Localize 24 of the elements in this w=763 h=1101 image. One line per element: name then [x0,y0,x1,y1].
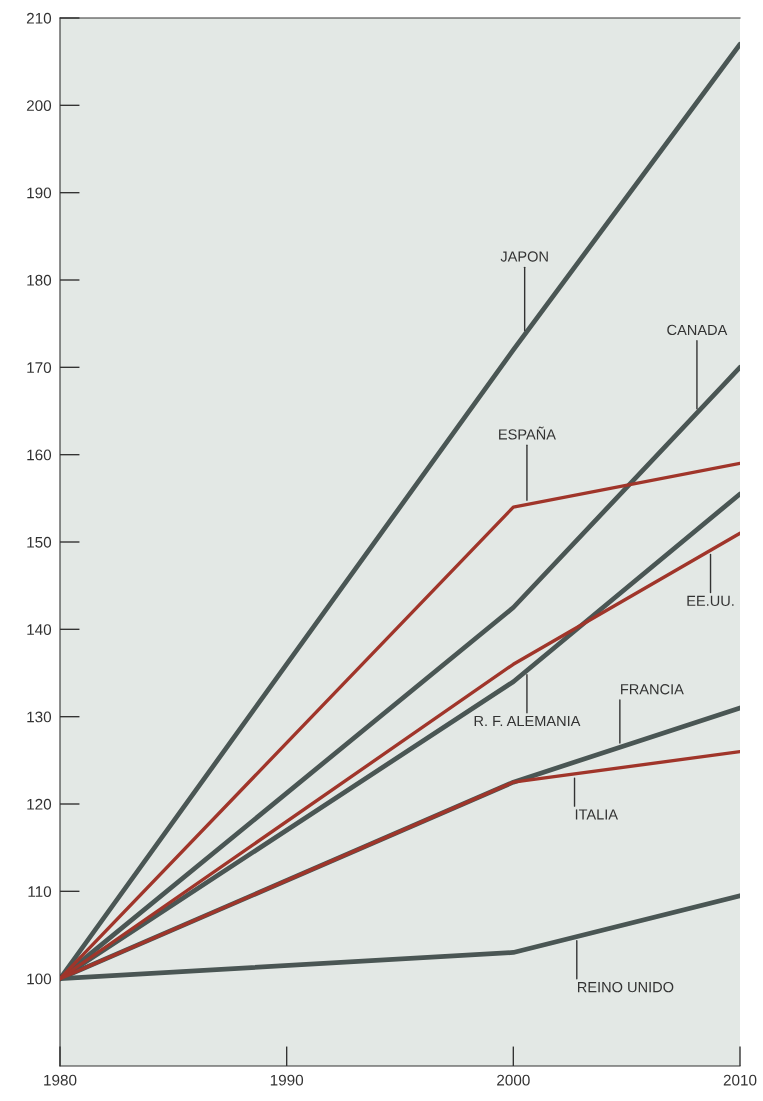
text: REINO UNIDO [578,981,674,993]
x-tick-label: 1990 [270,1074,304,1086]
y-tick-label: 100 [27,973,52,985]
text: ESPAÑA [499,426,556,440]
y-tick-label: 120 [27,798,52,810]
y-tick-label: 210 [26,12,52,24]
series-label: R. F. ALEMANIA [474,716,581,727]
text: FRANCIA [621,684,684,695]
y-tick-label: 190 [27,187,52,199]
series-label: EE.UU. [687,595,734,607]
y-tick-label: 180 [27,274,52,286]
x-tick-label: 2010 [723,1074,757,1086]
text: CANADA [667,324,728,336]
y-tick-label: 170 [27,362,52,374]
series-label: JAPON [500,251,548,262]
x-tick-label: 1980 [44,1074,77,1086]
y-tick-label: 200 [26,100,52,112]
x-tick-label: 2000 [497,1074,530,1086]
y-tick-label: 150 [27,536,52,548]
y-tick-label: 160 [27,449,52,461]
y-tick-label: 130 [27,711,52,723]
y-tick-label: 140 [27,624,52,636]
y-tick-label: 110 [28,886,52,898]
text: ITALIA [575,809,618,820]
